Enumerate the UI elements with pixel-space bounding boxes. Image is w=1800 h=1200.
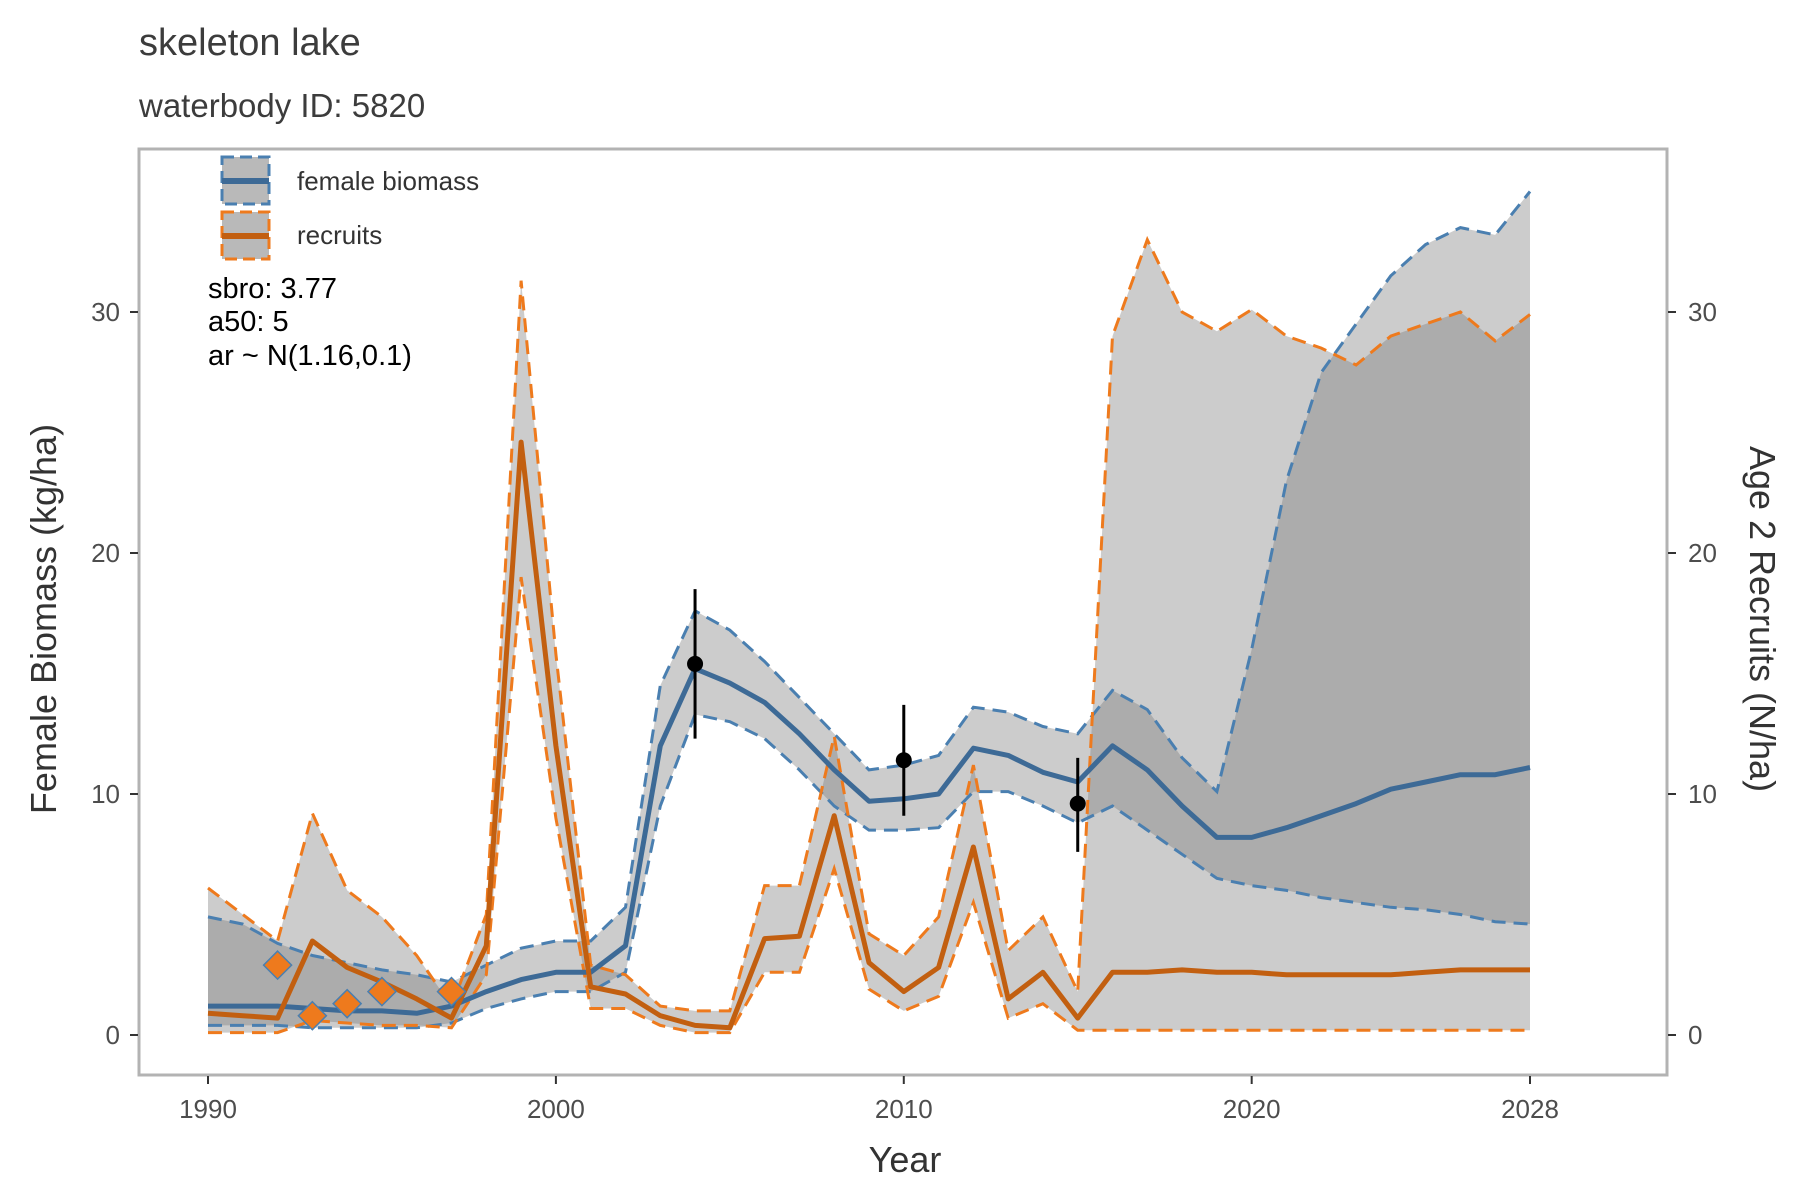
- y-axis-right-title: Age 2 Recruits (N/ha): [1742, 446, 1783, 792]
- x-tick-label-2010: 2010: [875, 1094, 933, 1124]
- legend-key-recruits: [220, 210, 271, 261]
- y-right-tick-label-0: 0: [1688, 1020, 1702, 1050]
- recruit-obs-point: [332, 988, 363, 1019]
- x-tick-label-2028: 2028: [1501, 1094, 1559, 1124]
- biomass-obs-point: [687, 655, 704, 672]
- confidence-bounds: [207, 190, 1532, 1035]
- plot-panel: [137, 147, 1669, 1077]
- y-left-tick-label-30: 30: [91, 297, 120, 327]
- series-lines: [207, 439, 1531, 1031]
- chart-subtitle: waterbody ID: 5820: [138, 87, 425, 124]
- y-left-tick-label-10: 10: [91, 779, 120, 809]
- annotation-sbro: sbro: 3.77: [208, 273, 337, 305]
- y-right-tick-label-30: 30: [1688, 297, 1717, 327]
- biomass-upper-bound: [207, 190, 1532, 984]
- line-female-biomass: [208, 666, 1531, 1016]
- y-left-tick-label-20: 20: [91, 538, 120, 568]
- legend: female biomass recruits: [220, 155, 479, 261]
- x-tick-label-2000: 2000: [527, 1094, 585, 1124]
- recruit-obs-point: [436, 976, 467, 1007]
- y-axis-left-title: Female Biomass (kg/ha): [23, 424, 64, 814]
- legend-key-biomass: [220, 155, 271, 206]
- chart-title: skeleton lake: [139, 22, 361, 64]
- recruit-obs-point: [297, 1000, 328, 1031]
- biomass-obs-point: [1069, 795, 1086, 812]
- observation-marks: [262, 589, 1086, 1031]
- x-tick-label-2020: 2020: [1223, 1094, 1281, 1124]
- recruits-lower-bound: [208, 576, 1530, 1035]
- band-recruits: [208, 239, 1530, 1033]
- annotation-a50: a50: 5: [208, 306, 289, 338]
- confidence-bands: [208, 191, 1530, 1033]
- x-tick-label-1990: 1990: [179, 1094, 237, 1124]
- recruit-obs-point: [262, 950, 293, 981]
- annotation-block: sbro: 3.77 a50: 5 ar ~ N(1.16,0.1): [208, 273, 412, 372]
- legend-label-recruits: recruits: [297, 220, 382, 250]
- annotation-ar: ar ~ N(1.16,0.1): [208, 340, 412, 372]
- recruits-upper-bound: [207, 235, 1531, 1013]
- y-right-tick-label-20: 20: [1688, 538, 1717, 568]
- recruit-obs-point: [366, 976, 398, 1007]
- legend-label-biomass: female biomass: [297, 166, 479, 196]
- line-recruits: [207, 439, 1530, 1031]
- biomass-obs-point: [895, 752, 912, 769]
- y-right-tick-label-10: 10: [1688, 779, 1717, 809]
- y-left-tick-label-0: 0: [106, 1020, 120, 1050]
- x-axis-title: Year: [869, 1139, 942, 1180]
